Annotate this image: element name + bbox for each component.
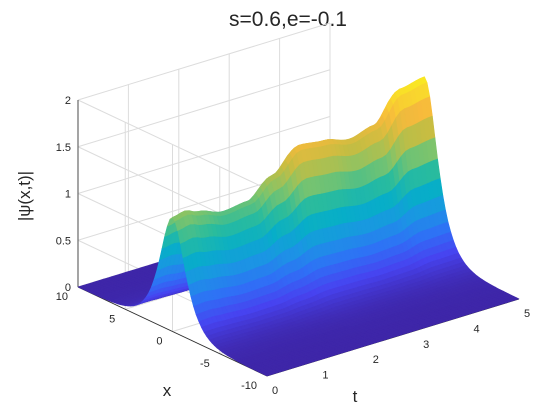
z-tick-label: 1 [65, 189, 71, 201]
x-tick-label: 5 [109, 313, 115, 325]
surface-plot [77, 76, 520, 377]
t-tick-label: 4 [474, 323, 480, 335]
chart-title: s=0.6,e=-0.1 [229, 8, 347, 31]
wall-gridline [77, 22, 331, 101]
x-axis-label: x [163, 381, 172, 400]
t-tick-label: 1 [322, 370, 328, 382]
z-tick-label: 0.5 [56, 235, 71, 247]
t-tick-label: 0 [272, 385, 278, 397]
z-tick-label: 0 [65, 282, 71, 294]
z-tick-label: 2 [65, 95, 71, 107]
x-tick-label: -5 [200, 358, 210, 370]
t-tick-label: 5 [524, 308, 530, 320]
wall-gridline [77, 69, 331, 148]
x-tick-label: 0 [156, 336, 162, 348]
t-tick-label: 2 [373, 354, 379, 366]
wall-gridline [77, 99, 268, 190]
t-tick-label: 3 [423, 339, 429, 351]
z-tick-label: 1.5 [56, 142, 71, 154]
x-tick-label: -10 [241, 380, 257, 392]
t-axis-label: t [353, 387, 358, 406]
wall-gridline [77, 116, 331, 194]
z-axis-label: |ψ(x,t)| [15, 171, 34, 221]
x-axis-line [77, 286, 268, 377]
